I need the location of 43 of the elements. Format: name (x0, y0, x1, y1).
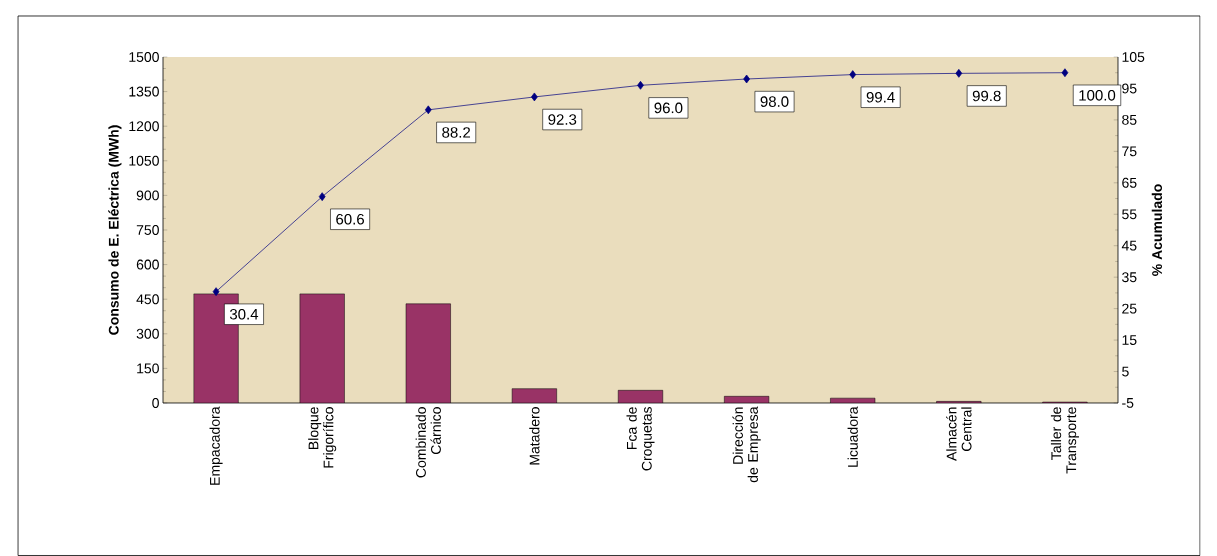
y-tick-label: 1500 (129, 52, 159, 62)
x-tick-label: Empacadora (209, 406, 223, 485)
x-tick-label: Dirección de Empresa (732, 406, 761, 483)
y2-tick-label: 85 (1122, 114, 1137, 125)
y-tick-label: 1050 (129, 155, 159, 166)
data-label: 60.6 (336, 213, 365, 225)
x-tick-label: Taller de Transporte (1050, 407, 1079, 474)
data-label: 96.0 (654, 102, 683, 114)
y2-tick-label: 35 (1122, 272, 1137, 283)
data-label: 92.3 (548, 114, 577, 125)
y-tick-label: 1200 (129, 121, 159, 132)
x-tick-label: Combinado Cárnico (415, 407, 441, 478)
y2-tick-label: 45 (1121, 240, 1137, 251)
y2-tick-label: 25 (1122, 303, 1137, 314)
y-tick-label: 300 (136, 328, 159, 339)
data-label: 100.0 (1079, 90, 1116, 101)
data-label: 98.0 (760, 96, 789, 107)
data-label: 88.2 (442, 127, 471, 138)
y2-tick-label: 95 (1122, 83, 1137, 94)
x-tick-label: Licuadora (847, 406, 858, 467)
y-axis-title: Consumo de E. Eléctrica (MWh) (108, 125, 122, 335)
y-tick-label: 0 (152, 398, 159, 408)
data-label: 99.8 (972, 90, 1001, 102)
data-label: 99.4 (866, 91, 895, 103)
y2-axis-title: % Acumulado (1151, 184, 1163, 276)
y2-tick-label: 65 (1122, 177, 1137, 188)
x-tick-label: Matadero (529, 407, 540, 465)
data-label: 30.4 (229, 308, 259, 320)
x-tick-label: Fca de Croquetas (626, 407, 655, 471)
y2-tick-label: 5 (1122, 366, 1129, 377)
y2-tick-label: 75 (1122, 146, 1137, 157)
y2-tick-label: 105 (1122, 52, 1145, 62)
y-tick-label: 450 (136, 294, 159, 305)
y-tick-label: 150 (137, 363, 159, 374)
y2-tick-label: -5 (1122, 398, 1134, 408)
y-tick-label: 900 (136, 190, 159, 201)
y-tick-label: 750 (136, 225, 159, 235)
x-tick-label: Bloque Frigorífico (308, 407, 337, 468)
x-tick-label: Almacén Central (946, 407, 972, 461)
y2-tick-label: 15 (1122, 335, 1137, 345)
y-tick-label: 1350 (129, 86, 159, 97)
y2-tick-label: 55 (1122, 209, 1137, 220)
y-tick-label: 600 (136, 259, 159, 270)
